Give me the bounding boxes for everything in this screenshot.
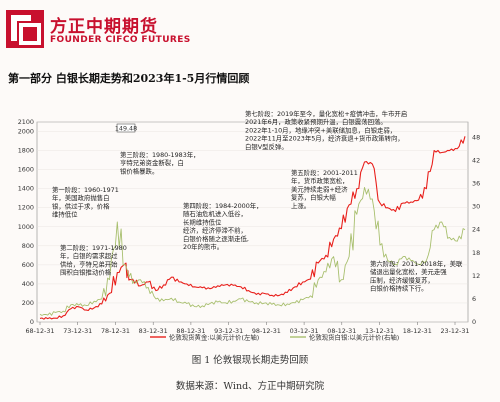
y-left-tick-label: 1600	[18, 166, 34, 174]
y-right-tick-label: 42	[472, 156, 480, 164]
annotation-line: 第六阶段：2011-2018年，美联	[370, 259, 463, 268]
annotation-line: 第一阶段：1960-1971	[52, 185, 119, 194]
annotation-line: 白银价格随之逐渐走低,	[183, 234, 249, 243]
y-right-tick-label: 30	[472, 203, 480, 211]
annotation-line: 20年的熊市。	[183, 242, 223, 251]
section-title: 第一部分 白银长期走势和2023年1-5月行情回顾	[8, 72, 250, 85]
x-tick-label: 13-12-31	[365, 327, 394, 335]
y-right-tick-label: 6	[472, 295, 476, 303]
annotation-line: 第三阶段：1980-1983年，	[120, 150, 200, 159]
annotation-line: 白银价格持续下行。	[370, 284, 428, 293]
annotation-line: 储退出量化宽松，美元走强	[370, 267, 447, 276]
annotation-line: 压制，经济缓慢复苏，	[370, 275, 434, 284]
y-left-tick-label: 2100	[18, 118, 34, 126]
annotation-line: 囤积白银推动价格	[60, 268, 112, 277]
x-tick-label: 08-12-31	[327, 327, 356, 335]
x-tick-label: 93-12-31	[214, 327, 243, 335]
x-tick-label: 68-12-31	[25, 327, 54, 335]
annotation-line: 长期维持低位	[183, 217, 222, 226]
annotation-line: 2022年1-10月，地缘冲突+美联储加息，白银走弱，	[245, 125, 396, 134]
annotation-line: 2022年11月至2023年5月，经济衰退+货币政策转向，	[245, 134, 404, 143]
annotation-line: 随石油危机进入低谷，	[183, 209, 247, 218]
annotation-line: 供给，亨特兄弟开始	[60, 259, 118, 268]
annotation-line: 复苏，白银大幅	[291, 193, 336, 202]
annotation-line: 上涨。	[291, 201, 310, 210]
annotation-line: 2021年6月，政策收紧预期升温，白银震荡回落。	[245, 117, 387, 126]
x-tick-label: 73-12-31	[63, 327, 92, 335]
y-right-tick-label: 12	[472, 272, 480, 280]
y-left-tick-label: 200	[22, 299, 34, 307]
ann-phase4: 第四阶段：1984-2000年，随石油危机进入低谷，长期维持低位经济，经济停滞不…	[183, 201, 263, 251]
annotation-line: 美元持续走弱+经济	[291, 184, 348, 193]
ann-phase6: 第六阶段：2011-2018年，美联储退出量化宽松，美元走强压制，经济缓慢复苏，…	[370, 259, 463, 293]
logo-text-cn: 方正中期期货	[50, 17, 158, 37]
x-tick-label: 23-12-31	[440, 327, 469, 335]
x-tick-label: 78-12-31	[101, 327, 130, 335]
x-tick-label: 18-12-31	[403, 327, 432, 335]
annotation-line: 银价格暴跌。	[120, 166, 158, 175]
gold-series-line	[39, 136, 466, 320]
annotation-line: 经济，经济停滞不前，	[183, 226, 247, 235]
x-tick-label: 98-12-31	[252, 327, 281, 335]
silver-gold-long-term-chart: 0 200 400 600 800 1000 1200 1400 1600 1800 2000 210…	[0, 100, 500, 345]
x-tick-label: 83-12-31	[139, 327, 168, 335]
silver-series-line	[39, 186, 466, 316]
y-left-tick-label: 600	[22, 261, 34, 269]
annotation-line: 年，货币政策宽松，	[291, 176, 349, 185]
max-value-label: 149.48	[115, 125, 137, 133]
annotation-line: 白银V型反弹。	[245, 142, 288, 151]
x-tick-label: 88-12-31	[176, 327, 205, 335]
y-right-tick-label: 24	[472, 226, 480, 234]
legend-label: 伦敦现货白银:以美元计价(右轴)	[309, 333, 399, 342]
annotation-line: 维持低位	[52, 210, 78, 219]
logo-mark-icon	[6, 10, 44, 48]
figure-caption: 图 1 伦敦银现长期走势回顾	[191, 355, 309, 366]
annotation-line: 年，美国政府抛售白	[52, 193, 110, 202]
data-source: 数据来源：Wind、方正中期研究院	[175, 381, 325, 392]
y-right-tick-label: 48	[472, 133, 480, 141]
y-left-tick-label: 1000	[18, 223, 34, 231]
max-value-box	[116, 123, 136, 133]
annotation-line: 年，白银的需求超过	[60, 251, 118, 260]
y-right-tick-label: 0	[472, 318, 476, 326]
y-right-tick-label: 18	[472, 249, 480, 257]
annotation-line: 第五阶段：2001-2011	[291, 168, 358, 177]
annotation-line: 亨特兄弟资金断裂，白	[120, 158, 184, 167]
y-left-tick-label: 2000	[18, 128, 34, 136]
annotation-line: 第四阶段：1984-2000年，	[183, 201, 263, 210]
x-tick-label: 03-12-31	[290, 327, 319, 335]
y-left-tick-label: 0	[30, 318, 34, 326]
ann-phase5: 第五阶段：2001-2011年，货币政策宽松，美元持续走弱+经济复苏，白银大幅上…	[291, 168, 358, 210]
company-logo: 方正中期期货 FOUNDER CIFCO FUTURES	[6, 10, 206, 50]
logo-text-en: FOUNDER CIFCO FUTURES	[50, 35, 191, 45]
y-left-tick-label: 1400	[18, 185, 34, 193]
y-left-tick-label: 1200	[18, 204, 34, 212]
annotation-line: 银，供过于求，价格	[52, 201, 110, 210]
y-right-tick-label: 36	[472, 180, 480, 188]
annotation-line: 第二阶段：1971-1980	[60, 243, 127, 252]
ann-phase7: 第七阶段：2019年至今，量化宽松+疫情冲击，牛市开启2021年6月，政策收紧预…	[245, 109, 407, 151]
legend-label: 伦敦现货黄金:以美元计价(左轴)	[169, 333, 259, 342]
y-left-tick-label: 1800	[18, 147, 34, 155]
annotation-line: 第七阶段：2019年至今，量化宽松+疫情冲击，牛市开启	[245, 109, 407, 118]
y-left-tick-label: 800	[22, 242, 34, 250]
y-left-tick-label: 400	[22, 280, 34, 288]
